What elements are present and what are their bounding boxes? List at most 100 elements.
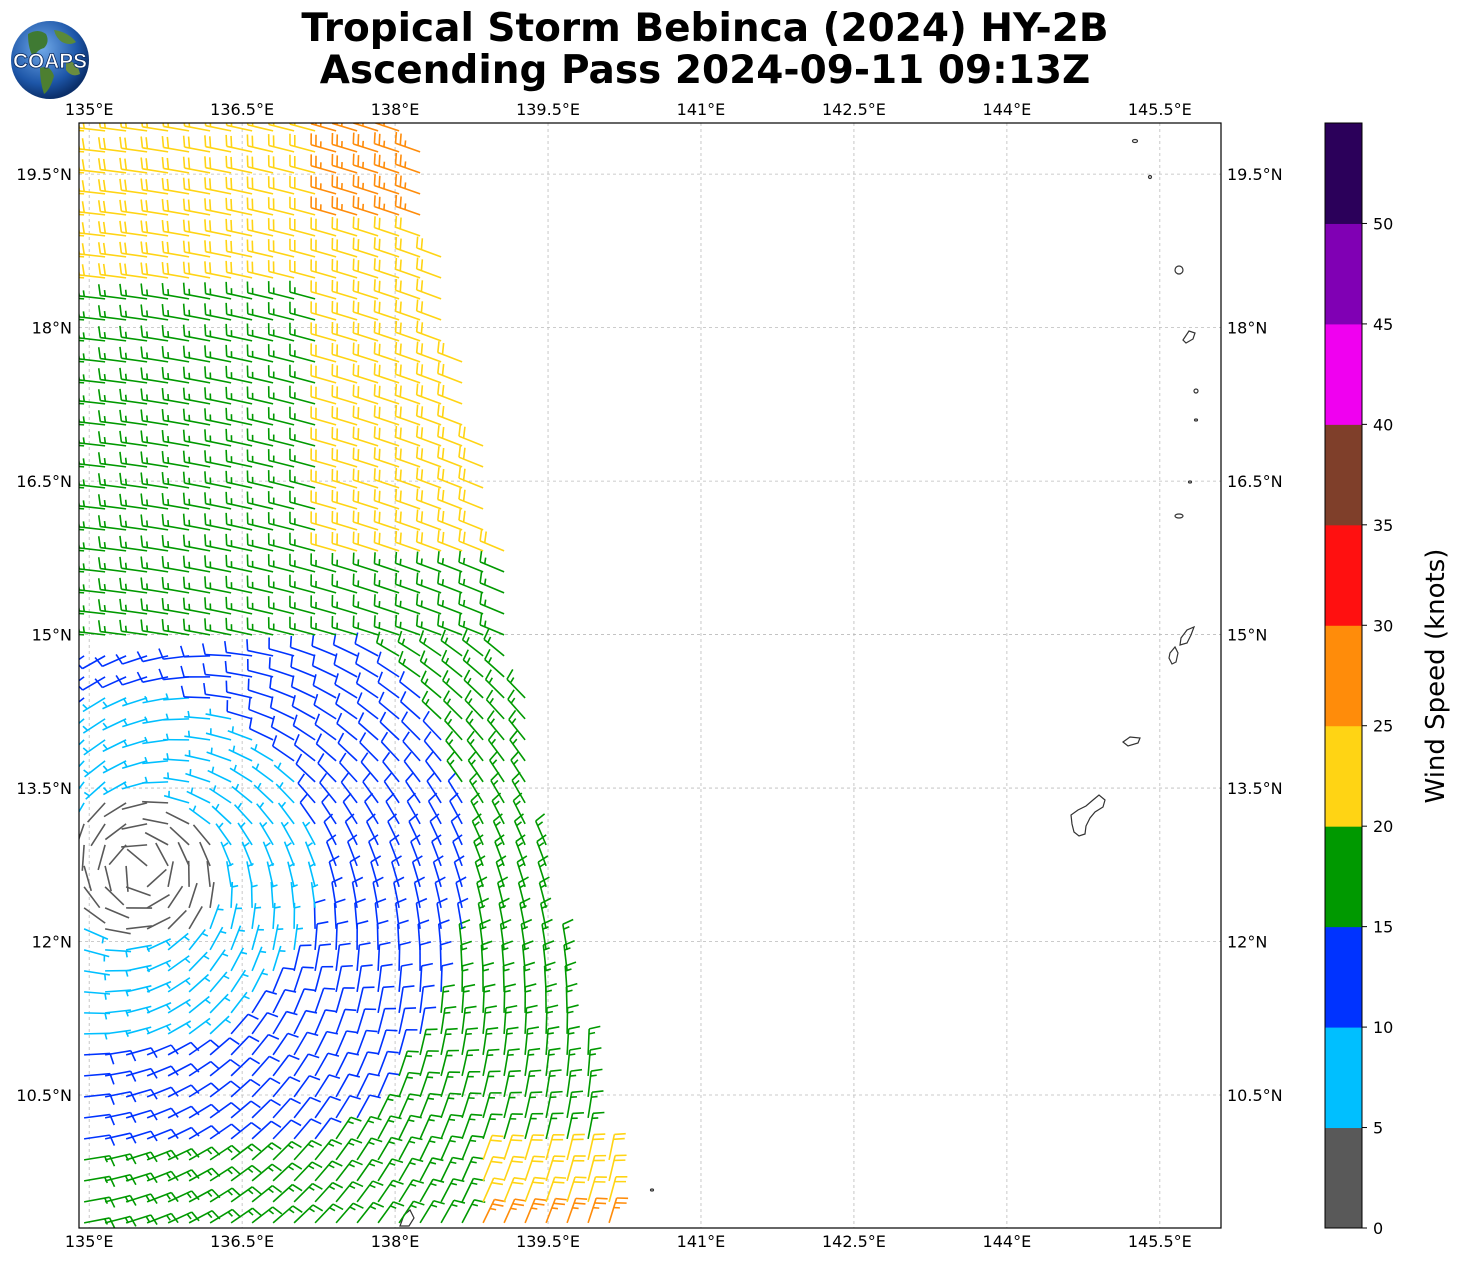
wind-barb (368, 834, 379, 867)
wind-barb (373, 405, 400, 426)
wind-barb (310, 532, 337, 552)
lat-label-right: 16.5°N (1227, 472, 1283, 491)
wind-barb (445, 730, 463, 762)
wind-barb (373, 573, 400, 594)
wind-barb (161, 619, 190, 636)
wind-barb (83, 1175, 116, 1188)
wind-barb (458, 529, 484, 552)
wind-barb (272, 1097, 301, 1119)
colorbar-tick-label: 35 (1373, 516, 1393, 535)
wind-barb (267, 533, 295, 552)
wind-barb (587, 1154, 607, 1182)
wind-barb (461, 1134, 484, 1161)
wind-barb (293, 1118, 322, 1140)
wind-barb (204, 123, 232, 132)
wind-barb (188, 1082, 221, 1098)
wind-barb (360, 752, 379, 783)
wind-barb (246, 218, 274, 237)
wind-barb (102, 718, 127, 731)
wind-barb (269, 676, 295, 699)
wind-barb (161, 514, 190, 531)
wind-barb (566, 1155, 586, 1182)
wind-barb (398, 1093, 421, 1119)
wind-barb (83, 907, 106, 924)
wind-barb (188, 995, 211, 1014)
wind-barb (485, 689, 505, 720)
wind-barb (334, 673, 358, 699)
wind-barb (440, 1049, 459, 1077)
wind-barb (97, 620, 127, 636)
wind-barb (230, 1143, 262, 1161)
wind-barb (79, 276, 85, 279)
wind-barb (587, 1176, 607, 1203)
wind-barb (182, 177, 211, 195)
wind-barb (498, 897, 510, 930)
wind-barb (79, 159, 106, 174)
wind-barb (230, 881, 239, 908)
wind-barb (587, 1068, 603, 1097)
wind-barb (119, 241, 148, 258)
wind-barb (161, 451, 190, 468)
wind-barb (523, 961, 536, 992)
wind-barb (355, 652, 379, 678)
wind-barb (204, 282, 232, 300)
wind-barb (293, 1204, 324, 1224)
wind-barb (104, 823, 127, 841)
wind-barb (293, 1075, 321, 1098)
wind-barb (463, 669, 484, 699)
wind-barb (403, 751, 421, 783)
wind-barb (461, 1113, 483, 1140)
wind-barb (373, 195, 400, 216)
wind-barb (503, 1004, 518, 1034)
wind-barb (146, 1044, 179, 1056)
wind-barb (182, 429, 211, 447)
wind-barb (125, 964, 152, 973)
wind-barb (356, 1158, 384, 1182)
wind-barb (452, 834, 463, 867)
wind-barb (437, 467, 463, 489)
wind-barb (415, 467, 442, 489)
wind-barb (246, 344, 274, 363)
wind-barb (394, 593, 421, 615)
wind-barb (251, 903, 262, 929)
wind-barb (377, 941, 391, 971)
chart-title: Tropical Storm Bebinca (2024) HY-2B Asce… (150, 8, 1260, 92)
wind-barb (97, 389, 127, 405)
wind-barb (188, 1039, 220, 1056)
wind-barb (461, 1156, 485, 1182)
wind-barb (310, 490, 337, 510)
wind-barb (503, 1069, 521, 1098)
wind-barb (224, 660, 253, 678)
wind-barb (203, 682, 232, 699)
wind-barb (449, 792, 463, 825)
wind-barb (377, 1050, 399, 1077)
wind-barb (310, 448, 337, 468)
wind-barb (524, 1091, 543, 1119)
wind-barb (230, 1035, 260, 1056)
wind-barb (293, 1139, 323, 1161)
wind-barb (97, 473, 127, 489)
wind-barb (140, 304, 169, 321)
wind-barb (144, 831, 169, 846)
wind-barb (122, 697, 148, 707)
wind-barb (209, 1080, 241, 1098)
wind-barb (83, 949, 110, 962)
wind-barb (515, 834, 526, 867)
wind-barb (225, 344, 253, 363)
wind-barb (167, 977, 191, 993)
wind-barb (268, 637, 295, 657)
wind-barb (186, 787, 211, 804)
wind-barb (204, 450, 232, 468)
wind-barb (562, 918, 574, 951)
wind-barb (484, 648, 505, 678)
wind-barb (104, 928, 131, 935)
lat-label-left: 15°N (32, 626, 72, 645)
wind-barb (377, 985, 395, 1014)
wind-barb (267, 428, 295, 447)
wind-barb (342, 792, 358, 825)
wind-barb (394, 551, 421, 573)
wind-barb (119, 157, 148, 174)
wind-barb (161, 472, 190, 489)
lon-label-top: 142.5°E (822, 100, 886, 119)
wind-barb (182, 597, 211, 615)
